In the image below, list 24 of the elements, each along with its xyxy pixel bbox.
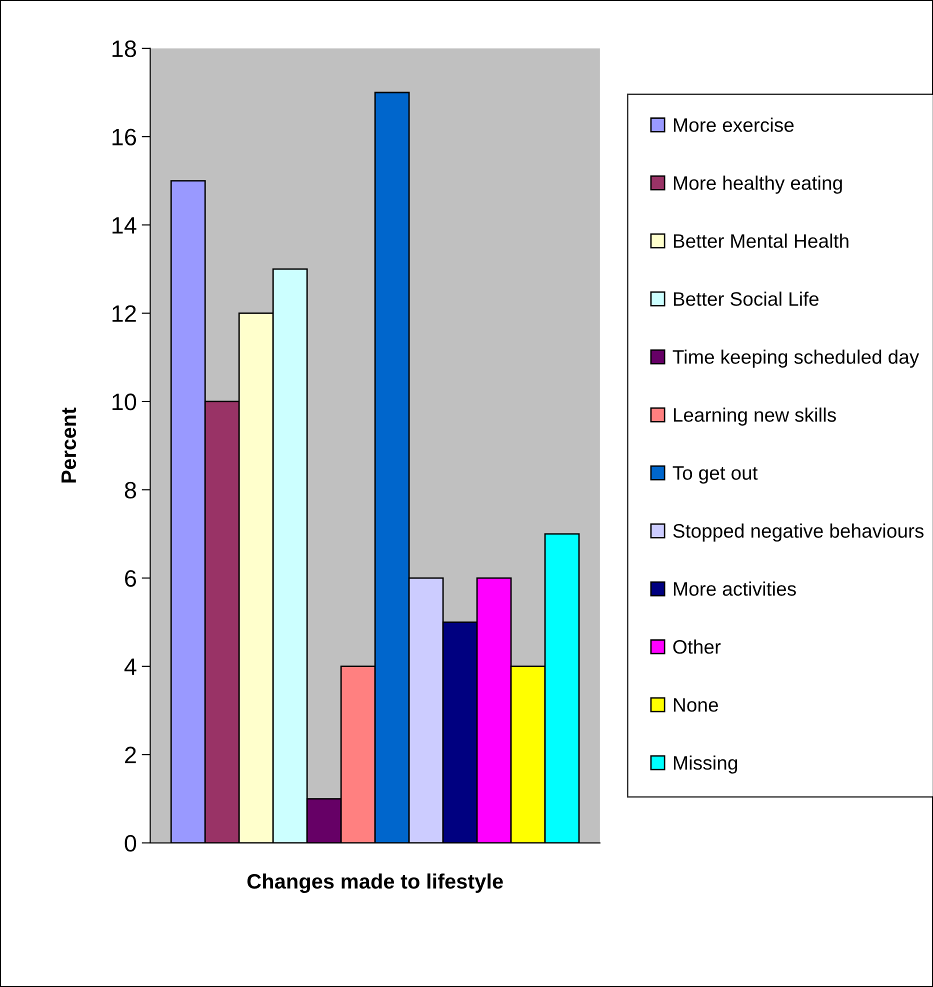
legend-label: More activities [674, 582, 796, 596]
legend-label: Better Mental Health [674, 234, 848, 248]
legend-label: Learning new skills [674, 408, 836, 426]
y-tick-label: 18 [112, 40, 136, 58]
legend-label: Stopped negative behaviours [673, 524, 924, 542]
y-tick-label: 6 [125, 570, 136, 587]
legend-label: Time keeping scheduled day [672, 350, 920, 368]
legend-label: Missing [674, 755, 738, 774]
y-tick-label: 8 [124, 482, 136, 499]
legend-label: To get out [672, 466, 758, 484]
y-tick-label: 16 [112, 128, 136, 146]
legend-label: More healthy eating [674, 176, 842, 194]
legend-label: Better Social Life [674, 292, 818, 306]
legend-label: Other [673, 640, 721, 654]
y-axis-title: Percent [62, 408, 76, 482]
x-axis-title: Changes made to lifestyle [247, 873, 503, 893]
y-tick-label: 14 [112, 217, 136, 234]
y-tick-label: 0 [124, 834, 136, 852]
legend-label: More exercise [674, 118, 794, 132]
y-tick-label: 10 [112, 394, 136, 410]
y-tick-label: 12 [112, 305, 136, 322]
legend-label: None [674, 698, 718, 712]
y-tick-label: 4 [124, 658, 136, 675]
y-tick-label: 2 [125, 746, 136, 764]
